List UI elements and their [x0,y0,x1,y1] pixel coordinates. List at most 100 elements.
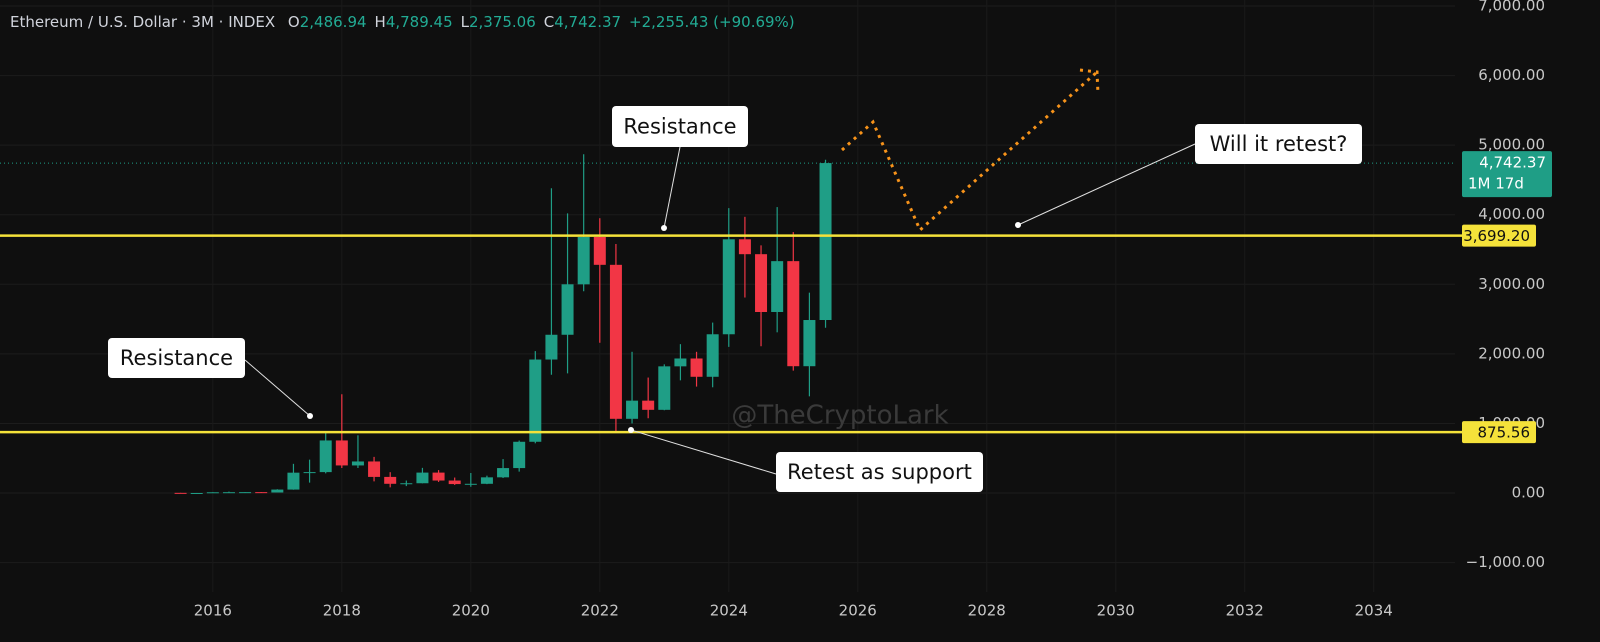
annotation-dot [628,427,634,433]
candle-body [529,359,542,442]
x-tick-label: 2018 [323,602,361,620]
ohlc-key: L [461,13,470,31]
candle-body [593,236,606,265]
candle-body [239,492,252,494]
annotation-dot [1015,222,1021,228]
candle-body [206,492,219,494]
annotation-pointer [663,146,681,229]
annotation-box [1195,124,1362,164]
x-tick-label: 2028 [968,602,1006,620]
ohlc-value: 2,375.06 [469,13,536,31]
candle-body [319,440,332,473]
x-tick-label: 2030 [1097,602,1135,620]
candle-body [642,400,655,410]
candle-body [626,400,639,419]
y-tick-label: 3,000.00 [1478,275,1545,293]
y-tick-label: 5,000.00 [1478,136,1545,154]
header: Ethereum / U.S. Dollar · 3M · INDEX O2,4… [10,13,795,31]
candle-body [497,468,510,478]
candle-body [513,441,526,469]
annotation-text: Retest as support [787,460,972,484]
candle-body [609,264,622,419]
level-label: 875.56 [1478,424,1531,442]
candle-body [271,489,284,493]
annotation-box [776,452,983,492]
y-tick-label: 6,000.00 [1478,66,1545,84]
y-tick-label: 4,000.00 [1478,205,1545,223]
annotation-box [108,338,245,378]
ohlc-value: 4,789.45 [386,13,453,31]
x-tick-label: 2020 [452,602,490,620]
y-tick-label: 7,000.00 [1478,0,1545,14]
candle-body [706,334,719,377]
y-tick-label: 2,000.00 [1478,344,1545,362]
candle-body [335,440,348,466]
ohlc-key: H [375,13,386,31]
candle-body [303,472,316,474]
plot [0,154,1462,494]
y-tick-label: 0.00 [1512,484,1545,502]
candle-body [690,358,703,377]
x-tick-label: 2032 [1226,602,1264,620]
x-tick-label: 2024 [710,602,748,620]
annotations: Resistance Resistance Retest as support Wil… [108,106,1362,492]
price-axis: −1,000.000.001,000.002,000.003,000.004,0… [194,0,1552,620]
annotation-pointer [1017,143,1196,226]
candle-body [545,334,558,360]
price-tag-value: 4,742.37 [1479,154,1546,172]
projection-arrow [1079,68,1100,95]
symbol: Ethereum / U.S. Dollar · 3M · INDEX [10,13,275,31]
change: +2,255.43 (+90.69%) [629,13,795,31]
candle-body [255,492,268,494]
candle-body [222,492,235,494]
x-tick-label: 2034 [1355,602,1393,620]
candle-body [658,366,671,410]
candle-body [190,492,203,494]
candle-body [384,476,397,484]
candle-body [722,239,735,335]
candle-body [803,320,816,367]
candle-body [771,261,784,313]
candle-body [738,239,751,255]
annotation-dot [661,225,667,231]
y-tick-label: −1,000.00 [1466,553,1545,571]
candle-body [464,483,477,485]
candle-body [432,472,445,481]
candle-body [787,261,800,367]
price-tag [1462,151,1552,198]
candle-body [287,472,300,490]
candle-body [480,477,493,484]
candle-body [755,254,768,313]
annotation-text: Resistance [120,346,233,370]
candle-body [819,163,832,321]
ohlc-key: C [544,13,554,31]
ohlc-legend: O2,486.94 H4,789.45 L2,375.06 C4,742.37 +2,2… [288,13,795,31]
x-tick-label: 2022 [581,602,619,620]
candle-body [561,284,574,335]
candle-body [174,492,187,494]
annotation-text: Will it retest? [1210,132,1348,156]
level-label: 3,699.20 [1463,227,1530,245]
level-tag [1462,224,1536,247]
watermark: @TheCryptoLark [731,401,948,431]
x-tick-label: 2026 [839,602,877,620]
ohlc-value: 4,742.37 [554,13,621,31]
candle-body [577,236,590,285]
annotation-pointer [244,359,311,417]
candle-body [416,472,429,484]
candle-body [448,480,461,485]
candle-body [674,358,687,367]
level-tag [1462,421,1536,444]
price-tag-countdown: 1M 17d [1468,175,1524,193]
annotation-box [612,106,748,147]
candle-body [400,483,413,485]
candle-body [368,461,381,477]
x-tick-label: 2016 [194,602,232,620]
ohlc-value: 2,486.94 [300,13,367,31]
annotation-pointer [630,429,777,475]
annotation-dot [307,413,313,419]
candle-body [351,461,364,466]
